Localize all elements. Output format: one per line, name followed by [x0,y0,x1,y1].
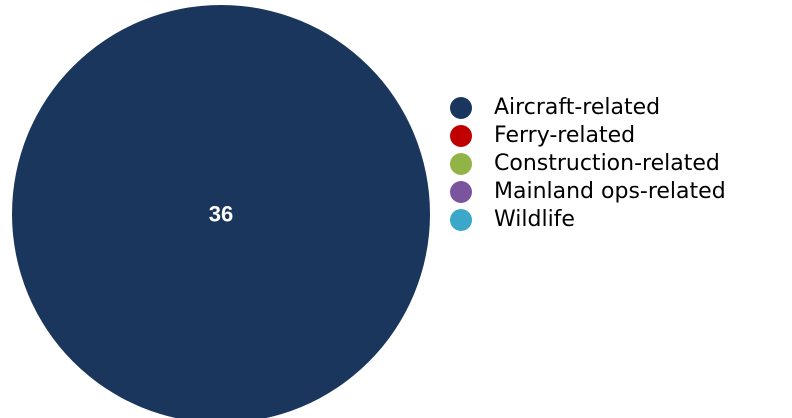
pie-slice-aircraft-related [12,5,430,418]
legend-swatch-ferry-related [450,125,472,147]
legend-label: Wildlife [494,207,575,232]
legend-label: Aircraft-related [494,95,661,120]
legend-label: Mainland ops-related [494,179,726,204]
legend-item-construction-related: Construction-related [450,150,726,178]
legend-swatch-aircraft-related [450,97,472,119]
legend-item-ferry-related: Ferry-related [450,122,726,150]
legend-swatch-construction-related [450,153,472,175]
legend-label: Construction-related [494,151,720,176]
legend-swatch-mainland-ops-related [450,181,472,203]
pie-slices [12,5,430,418]
legend-item-aircraft-related: Aircraft-related [450,94,726,122]
legend-swatch-wildlife [450,209,472,231]
legend-item-mainland-ops-related: Mainland ops-related [450,178,726,206]
legend-item-wildlife: Wildlife [450,206,726,234]
pie-data-label-aircraft-related: 36 [209,202,233,227]
pie-data-labels: 36 [209,202,233,227]
chart-legend: Aircraft-related Ferry-related Construct… [450,94,726,234]
legend-label: Ferry-related [494,123,636,148]
